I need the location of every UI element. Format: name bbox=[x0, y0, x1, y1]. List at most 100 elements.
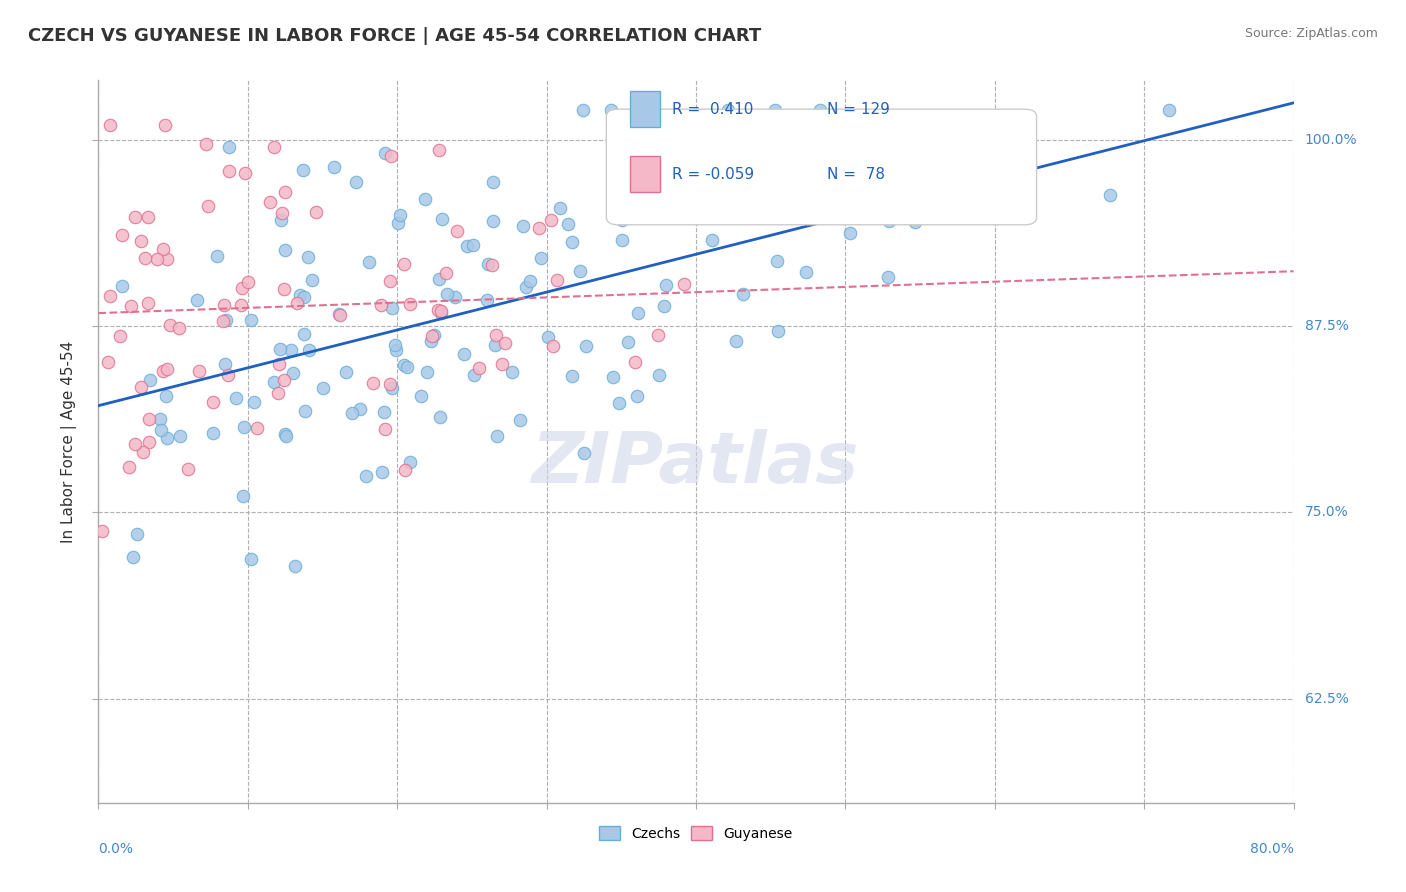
Guyanese bbox=[91, 524, 114, 539]
Guyanese bbox=[129, 380, 152, 394]
Czechs bbox=[537, 330, 560, 344]
Guyanese bbox=[124, 210, 146, 224]
Guyanese bbox=[187, 364, 209, 378]
Text: R =  0.410: R = 0.410 bbox=[672, 102, 754, 117]
Czechs bbox=[700, 234, 723, 248]
Czechs bbox=[292, 290, 315, 304]
Czechs bbox=[877, 214, 900, 228]
Czechs bbox=[218, 139, 240, 153]
Czechs bbox=[215, 313, 238, 327]
Czechs bbox=[423, 328, 446, 343]
Text: ZIPatlas: ZIPatlas bbox=[533, 429, 859, 498]
Y-axis label: In Labor Force | Age 45-54: In Labor Force | Age 45-54 bbox=[60, 341, 77, 542]
Czechs bbox=[284, 559, 307, 574]
Czechs bbox=[371, 465, 394, 479]
Czechs bbox=[411, 389, 433, 403]
Czechs bbox=[297, 250, 319, 264]
Czechs bbox=[904, 215, 927, 229]
Czechs bbox=[381, 381, 404, 395]
Guyanese bbox=[156, 252, 179, 266]
Czechs bbox=[419, 334, 441, 349]
Guyanese bbox=[118, 460, 141, 475]
Czechs bbox=[186, 293, 208, 307]
Czechs bbox=[979, 187, 1001, 202]
Czechs bbox=[731, 287, 754, 301]
Czechs bbox=[512, 219, 534, 233]
Czechs bbox=[810, 103, 832, 117]
Czechs bbox=[768, 324, 790, 338]
Czechs bbox=[650, 194, 672, 209]
Czechs bbox=[475, 293, 498, 307]
Czechs bbox=[609, 396, 631, 410]
Czechs bbox=[344, 175, 367, 189]
Czechs bbox=[239, 313, 262, 327]
Text: CZECH VS GUYANESE IN LABOR FORCE | AGE 45-54 CORRELATION CHART: CZECH VS GUYANESE IN LABOR FORCE | AGE 4… bbox=[28, 27, 762, 45]
Czechs bbox=[294, 404, 316, 418]
Czechs bbox=[301, 273, 323, 287]
Guyanese bbox=[673, 277, 696, 291]
Czechs bbox=[398, 455, 420, 469]
Czechs bbox=[354, 469, 377, 483]
Czechs bbox=[243, 395, 266, 409]
Czechs bbox=[349, 402, 371, 417]
Guyanese bbox=[274, 185, 297, 199]
Czechs bbox=[335, 365, 357, 379]
Czechs bbox=[717, 103, 740, 117]
Czechs bbox=[766, 175, 789, 189]
Text: R = -0.059: R = -0.059 bbox=[672, 167, 754, 182]
Czechs bbox=[599, 103, 621, 117]
Guyanese bbox=[177, 462, 200, 476]
Czechs bbox=[292, 163, 315, 178]
Guyanese bbox=[527, 221, 550, 235]
Bar bbox=[630, 91, 661, 128]
Guyanese bbox=[361, 376, 384, 390]
Text: 87.5%: 87.5% bbox=[1305, 319, 1348, 333]
Czechs bbox=[876, 270, 898, 285]
Czechs bbox=[263, 375, 285, 389]
Guyanese bbox=[201, 395, 224, 409]
Czechs bbox=[614, 119, 637, 133]
Guyanese bbox=[236, 275, 259, 289]
Czechs bbox=[312, 381, 335, 395]
Czechs bbox=[385, 343, 408, 358]
Czechs bbox=[612, 212, 634, 227]
Czechs bbox=[548, 201, 571, 215]
Czechs bbox=[429, 409, 451, 424]
Text: N =  78: N = 78 bbox=[827, 167, 886, 182]
Czechs bbox=[530, 251, 553, 265]
Czechs bbox=[205, 249, 228, 263]
Guyanese bbox=[138, 295, 160, 310]
Guyanese bbox=[422, 328, 444, 343]
Czechs bbox=[463, 237, 485, 252]
Guyanese bbox=[194, 137, 217, 152]
Czechs bbox=[155, 388, 177, 402]
Czechs bbox=[984, 156, 1007, 170]
Czechs bbox=[149, 412, 172, 426]
Czechs bbox=[456, 239, 478, 253]
Text: N = 129: N = 129 bbox=[827, 102, 890, 117]
Guyanese bbox=[398, 296, 420, 310]
Czechs bbox=[652, 299, 675, 313]
Czechs bbox=[380, 301, 402, 315]
Czechs bbox=[415, 365, 437, 379]
Guyanese bbox=[231, 281, 253, 295]
Czechs bbox=[572, 446, 595, 460]
Czechs bbox=[125, 526, 148, 541]
Guyanese bbox=[152, 242, 174, 256]
Guyanese bbox=[378, 274, 401, 288]
Czechs bbox=[612, 233, 634, 247]
Guyanese bbox=[427, 302, 450, 317]
Guyanese bbox=[394, 257, 416, 271]
Czechs bbox=[794, 264, 817, 278]
Czechs bbox=[328, 307, 350, 321]
Czechs bbox=[436, 287, 458, 301]
Guyanese bbox=[97, 355, 120, 369]
Czechs bbox=[485, 429, 508, 443]
Czechs bbox=[648, 368, 671, 383]
Guyanese bbox=[217, 368, 239, 382]
Czechs bbox=[655, 277, 678, 292]
Guyanese bbox=[540, 213, 562, 227]
Guyanese bbox=[394, 463, 416, 477]
Czechs bbox=[1099, 188, 1122, 202]
Guyanese bbox=[273, 373, 295, 387]
